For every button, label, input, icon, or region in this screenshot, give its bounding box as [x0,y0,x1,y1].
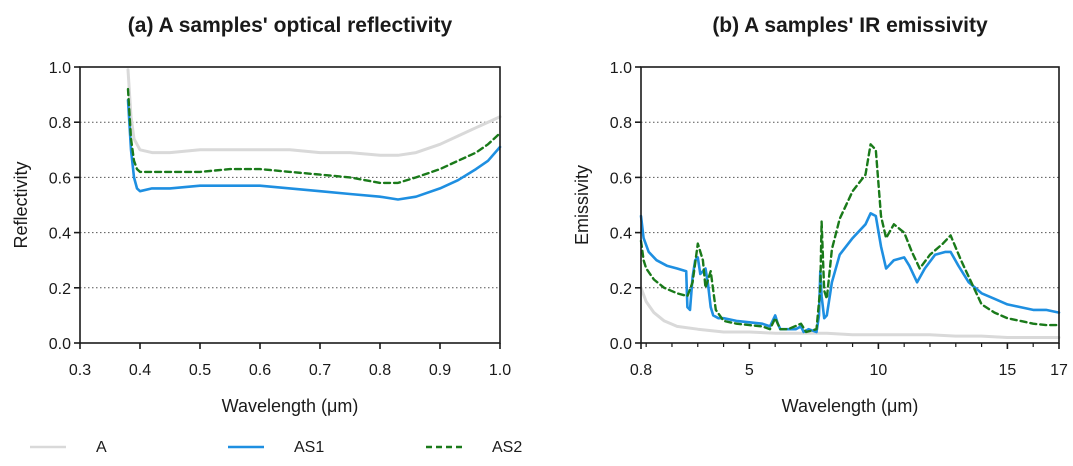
y-tick-label: 0.2 [49,281,71,298]
legend-label-as2: AS2 [492,439,522,456]
legend-label-a: A [96,439,107,456]
series-line-as2 [126,87,502,185]
y-tick-label: 0.2 [610,281,632,298]
legend-label-as1: AS1 [294,439,324,456]
x-tick-label: 17 [1050,362,1068,379]
x-tick-label: 10 [869,362,887,379]
y-tick-label: 0.4 [610,226,632,243]
x-tick-label: 0.9 [429,362,451,379]
series-line-as2 [639,143,1061,334]
x-axis-label: Wavelength (μm) [222,396,359,416]
x-tick-label: 0.4 [129,362,151,379]
x-tick-label: 15 [998,362,1016,379]
y-tick-label: 0.0 [610,336,632,353]
series-line-a [126,68,502,157]
x-tick-label: 0.8 [369,362,391,379]
y-tick-label: 0.0 [49,336,71,353]
chart-title: (a) A samples' optical reflectivity [128,14,453,37]
y-tick-label: 1.0 [610,60,632,77]
x-axis-label: Wavelength (μm) [782,396,919,416]
y-tick-label: 0.8 [49,115,71,132]
y-axis-label: Emissivity [572,165,592,245]
x-tick-label: 0.5 [189,362,211,379]
chart-title: (b) A samples' IR emissivity [712,14,988,37]
y-tick-label: 0.6 [610,170,632,187]
y-tick-label: 0.6 [49,170,71,187]
x-tick-label: 0.8 [630,362,652,379]
x-tick-label: 5 [745,362,754,379]
plot-frame [79,66,501,344]
y-axis-label: Reflectivity [11,161,31,248]
series-line-a [639,286,1061,339]
x-tick-label: 0.7 [309,362,331,379]
series-line-as1 [126,98,502,201]
y-tick-label: 1.0 [49,60,71,77]
x-tick-label: 1.0 [489,362,511,379]
x-tick-label: 0.3 [69,362,91,379]
plot-frame [640,66,1060,344]
y-tick-label: 0.4 [49,226,71,243]
x-tick-label: 0.6 [249,362,271,379]
y-tick-label: 0.8 [610,115,632,132]
